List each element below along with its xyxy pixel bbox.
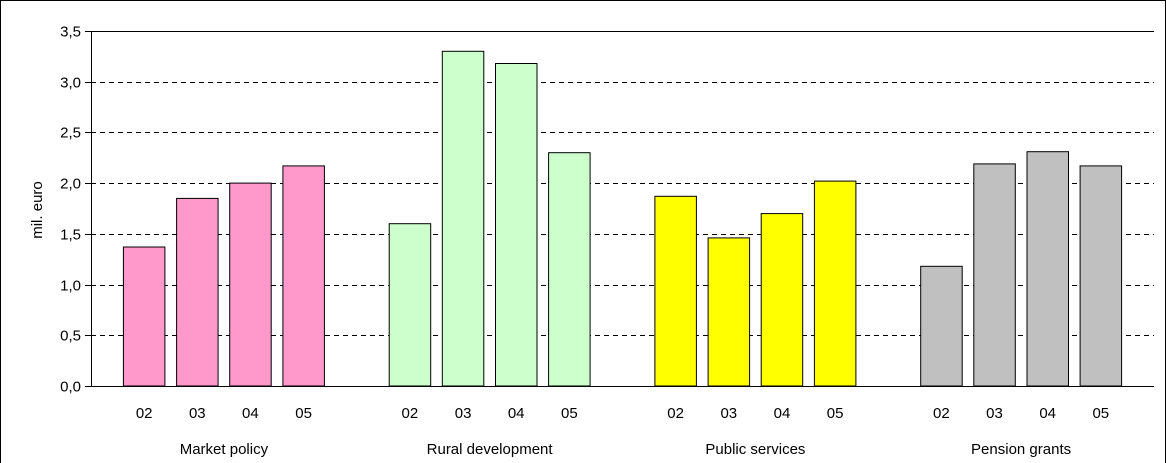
group-label: Public services xyxy=(705,441,805,458)
y-tick-label: 3,5 xyxy=(60,24,81,41)
y-tick-label: 1,0 xyxy=(60,278,81,295)
bar xyxy=(813,180,857,387)
y-tick-label: 2,5 xyxy=(60,125,81,142)
y-tick-label: 3,0 xyxy=(60,75,81,92)
group-label: Pension grants xyxy=(971,441,1071,458)
x-tick-label: 03 xyxy=(189,405,206,422)
bar xyxy=(388,223,432,387)
axes xyxy=(85,31,1154,387)
x-tick-label: 04 xyxy=(774,405,791,422)
bar xyxy=(548,152,591,387)
group-label: Rural development xyxy=(427,441,554,458)
bar xyxy=(1079,165,1123,387)
x-tick-label: 04 xyxy=(508,405,525,422)
x-tick-label: 05 xyxy=(295,405,312,422)
bar xyxy=(495,63,538,387)
x-tick-label: 03 xyxy=(720,405,737,422)
x-tick-label: 05 xyxy=(561,405,578,422)
bar xyxy=(920,265,963,387)
bar xyxy=(229,182,272,387)
bar xyxy=(176,197,219,387)
x-tick-label: 03 xyxy=(986,405,1003,422)
bar xyxy=(122,246,166,387)
x-tick-label: 04 xyxy=(242,405,259,422)
y-tick-label: 1,5 xyxy=(60,227,81,244)
x-tick-label: 05 xyxy=(827,405,844,422)
bar xyxy=(441,50,485,387)
bar xyxy=(973,163,1016,387)
x-tick-label: 02 xyxy=(136,405,153,422)
y-axis-title: mil. euro xyxy=(29,181,46,239)
x-tick-label: 02 xyxy=(402,405,419,422)
bar xyxy=(282,165,325,387)
x-tick-label: 05 xyxy=(1092,405,1109,422)
axis-labels: 0,0 0,5 1,0 1,5 2,0 2,5 3,0 3,5 02 03 04 05 Market p… xyxy=(60,24,1109,459)
y-tick-label: 2,0 xyxy=(60,176,81,193)
x-tick-label: 03 xyxy=(455,405,472,422)
bar xyxy=(707,237,751,387)
bar xyxy=(1026,151,1069,387)
y-tick-label: 0,5 xyxy=(60,328,81,345)
group-label: Market policy xyxy=(180,441,269,458)
x-tick-label: 02 xyxy=(933,405,950,422)
bars xyxy=(122,50,1123,387)
x-tick-label: 02 xyxy=(667,405,684,422)
bar xyxy=(654,195,697,387)
y-tick-label: 0,0 xyxy=(60,379,81,396)
x-tick-label: 04 xyxy=(1039,405,1056,422)
bar xyxy=(760,213,804,387)
